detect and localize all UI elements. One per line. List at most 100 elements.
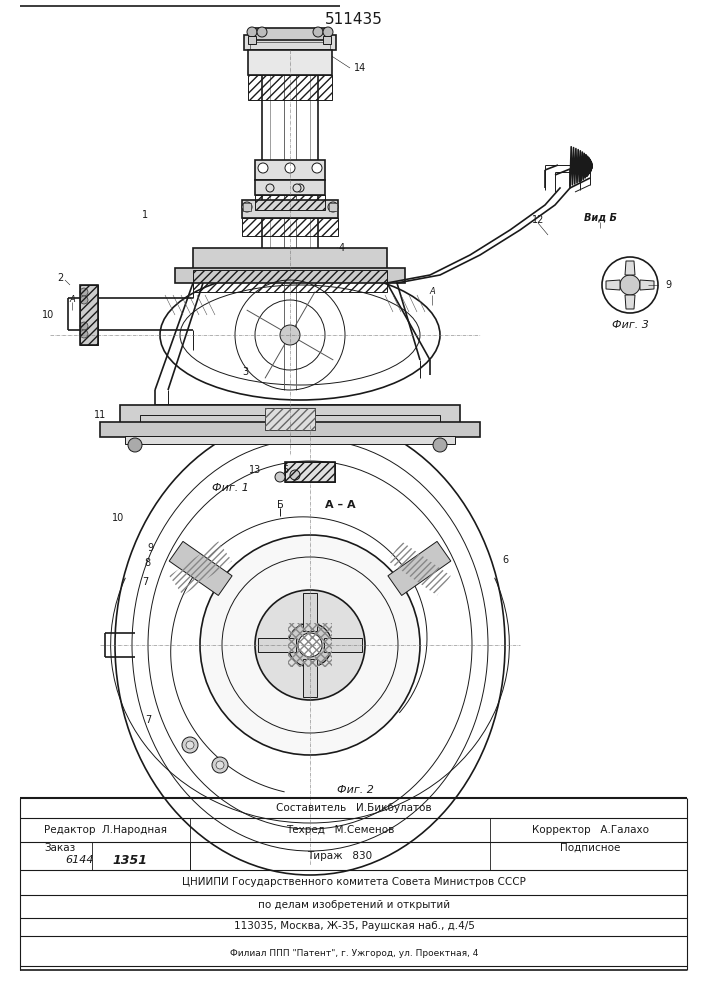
Circle shape (80, 296, 88, 304)
Bar (244, 35, 336, 50)
Bar (265, 408, 315, 430)
Circle shape (602, 257, 658, 313)
Bar (193, 248, 387, 270)
Text: 14: 14 (354, 63, 366, 73)
Text: 10: 10 (42, 310, 54, 320)
Polygon shape (388, 541, 451, 595)
Bar (243, 203, 251, 211)
Text: Фиг. 1: Фиг. 1 (211, 483, 248, 493)
Circle shape (298, 633, 322, 657)
Bar (329, 203, 337, 211)
Text: Заказ: Заказ (45, 843, 76, 853)
Polygon shape (258, 638, 296, 652)
Circle shape (280, 325, 300, 345)
Circle shape (288, 623, 332, 667)
Circle shape (258, 163, 268, 173)
Text: 12: 12 (532, 215, 544, 225)
Text: 5: 5 (282, 465, 288, 475)
Text: Филиал ППП "Патент", г. Ужгород, ул. Проектная, 4: Филиал ППП "Патент", г. Ужгород, ул. Про… (230, 948, 478, 958)
Text: Тираж   830: Тираж 830 (308, 851, 373, 861)
Bar (255, 160, 325, 180)
Polygon shape (303, 659, 317, 697)
Circle shape (328, 202, 338, 212)
Circle shape (296, 184, 304, 192)
Bar (242, 218, 338, 236)
Bar (255, 195, 325, 210)
Text: Подписное: Подписное (560, 843, 620, 853)
Text: A: A (429, 288, 435, 296)
Text: Вид Б: Вид Б (583, 213, 617, 223)
Circle shape (257, 27, 267, 37)
Circle shape (433, 438, 447, 452)
Circle shape (266, 184, 274, 192)
Text: ЦНИИПИ Государственного комитета Совета Министров СССР: ЦНИИПИ Государственного комитета Совета … (182, 877, 526, 887)
Polygon shape (606, 280, 620, 290)
Bar (193, 270, 387, 292)
Text: 3: 3 (242, 367, 248, 377)
Text: Фиг. 2: Фиг. 2 (337, 785, 373, 795)
Circle shape (128, 438, 142, 452)
Bar (20, 842, 190, 870)
Text: 13: 13 (249, 465, 261, 475)
Circle shape (80, 322, 88, 330)
Circle shape (242, 202, 252, 212)
Text: A: A (69, 294, 75, 304)
Text: 1: 1 (142, 210, 148, 220)
Polygon shape (303, 593, 317, 631)
Circle shape (80, 288, 88, 296)
Bar (242, 200, 338, 218)
Bar (169, 541, 232, 595)
Circle shape (293, 184, 301, 192)
Text: 511435: 511435 (325, 12, 383, 27)
Polygon shape (169, 541, 232, 595)
Text: 6: 6 (502, 555, 508, 565)
Bar (80, 285, 98, 345)
Circle shape (200, 535, 420, 755)
Text: 10: 10 (112, 513, 124, 523)
Polygon shape (324, 638, 362, 652)
Circle shape (313, 27, 323, 37)
Bar (323, 36, 331, 44)
Circle shape (216, 761, 224, 769)
Text: по делам изобретений и открытий: по делам изобретений и открытий (258, 900, 450, 910)
Bar (80, 285, 98, 345)
Circle shape (323, 27, 333, 37)
Circle shape (290, 470, 300, 480)
Bar (288, 623, 332, 667)
Bar (125, 436, 455, 444)
Bar (175, 268, 405, 283)
Text: 2: 2 (57, 273, 63, 283)
Circle shape (275, 472, 285, 482)
Text: 113035, Москва, Ж-35, Раушская наб., д.4/5: 113035, Москва, Ж-35, Раушская наб., д.4… (233, 921, 474, 931)
Text: 11: 11 (94, 410, 106, 420)
Text: 6144: 6144 (66, 855, 94, 865)
Bar (250, 42, 330, 52)
Text: Фиг. 3: Фиг. 3 (612, 320, 648, 330)
Circle shape (80, 330, 88, 338)
Circle shape (312, 163, 322, 173)
Bar (255, 180, 325, 195)
Polygon shape (625, 295, 635, 309)
Text: Техред   М.Семенов: Техред М.Семенов (286, 825, 395, 835)
Text: Корректор   А.Галахо: Корректор А.Галахо (532, 825, 648, 835)
Text: 9: 9 (147, 543, 153, 553)
Bar (285, 462, 335, 482)
Bar (248, 75, 332, 100)
Bar (248, 36, 256, 44)
Bar (285, 462, 335, 482)
Bar (388, 541, 451, 595)
Bar (255, 28, 325, 40)
Bar (100, 422, 480, 437)
Text: 8: 8 (144, 558, 150, 568)
Polygon shape (625, 261, 635, 275)
Text: 7: 7 (145, 715, 151, 725)
Text: А – А: А – А (325, 500, 356, 510)
Text: 7: 7 (142, 577, 148, 587)
Circle shape (255, 590, 365, 700)
Text: Б: Б (276, 500, 284, 510)
Circle shape (212, 757, 228, 773)
Bar (140, 415, 440, 427)
Text: 9: 9 (665, 280, 671, 290)
Circle shape (182, 737, 198, 753)
Polygon shape (640, 280, 654, 290)
